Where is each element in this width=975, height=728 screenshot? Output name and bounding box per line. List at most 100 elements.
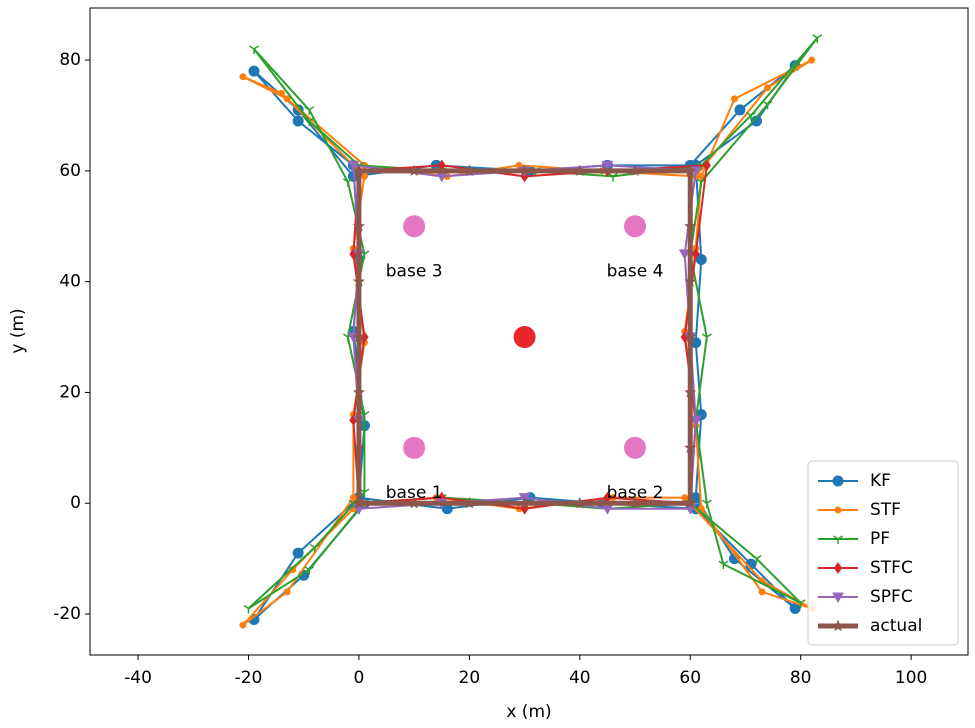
y-tick-label: 60 bbox=[59, 161, 81, 181]
marker bbox=[691, 248, 700, 260]
marker bbox=[352, 386, 365, 398]
marker bbox=[701, 499, 712, 509]
marker bbox=[292, 547, 304, 559]
marker bbox=[684, 330, 697, 343]
y-axis-label: y (m) bbox=[8, 308, 28, 353]
marker bbox=[463, 164, 476, 176]
y-tick-label: 40 bbox=[59, 272, 81, 292]
marker bbox=[795, 599, 806, 608]
marker bbox=[730, 95, 738, 103]
annotation: base 2 bbox=[607, 483, 664, 503]
marker bbox=[309, 543, 320, 553]
marker bbox=[352, 219, 365, 232]
marker bbox=[248, 65, 260, 77]
marker bbox=[573, 164, 586, 176]
marker bbox=[684, 164, 697, 176]
marker bbox=[833, 535, 843, 544]
marker bbox=[408, 496, 421, 509]
point bbox=[403, 436, 426, 459]
marker bbox=[608, 172, 618, 182]
marker bbox=[292, 115, 304, 127]
x-tick-label: 60 bbox=[679, 668, 701, 688]
annotation: base 3 bbox=[386, 261, 443, 281]
marker bbox=[239, 73, 247, 81]
marker bbox=[347, 160, 360, 172]
marker bbox=[601, 160, 614, 172]
marker bbox=[832, 475, 844, 487]
legend-label: STFC bbox=[870, 558, 913, 578]
x-tick-label: -40 bbox=[124, 668, 152, 688]
marker bbox=[349, 494, 357, 502]
marker bbox=[831, 619, 845, 632]
marker bbox=[304, 117, 315, 127]
marker bbox=[678, 249, 691, 260]
annotation: base 4 bbox=[607, 261, 664, 281]
marker bbox=[833, 562, 843, 574]
legend: KF STF PF STFC SPFC actual bbox=[807, 460, 959, 646]
y-tick-label: 20 bbox=[59, 382, 81, 402]
marker bbox=[360, 172, 368, 180]
marker bbox=[573, 496, 586, 509]
marker bbox=[352, 330, 365, 343]
marker bbox=[832, 592, 844, 604]
marker bbox=[278, 89, 286, 97]
marker bbox=[701, 333, 712, 343]
y-tick-label: 80 bbox=[59, 50, 81, 70]
marker bbox=[352, 441, 365, 453]
legend-label: STF bbox=[870, 500, 901, 520]
y-tick-label: 0 bbox=[70, 493, 81, 513]
legend-label: actual bbox=[870, 616, 922, 636]
marker bbox=[808, 56, 816, 64]
marker bbox=[283, 588, 291, 596]
marker bbox=[518, 496, 531, 509]
marker bbox=[734, 104, 746, 116]
marker bbox=[684, 275, 697, 287]
marker bbox=[684, 441, 697, 453]
marker bbox=[408, 164, 421, 176]
legend-label: KF bbox=[870, 471, 891, 491]
annotation: base 1 bbox=[386, 483, 443, 503]
marker bbox=[764, 84, 772, 92]
point bbox=[513, 326, 536, 349]
marker bbox=[342, 178, 353, 187]
marker bbox=[304, 566, 315, 575]
plot-frame bbox=[89, 7, 969, 656]
marker bbox=[352, 496, 365, 509]
point bbox=[624, 215, 647, 238]
marker bbox=[702, 159, 711, 172]
marker bbox=[463, 496, 476, 509]
marker bbox=[283, 95, 291, 103]
y-tick-label: -20 bbox=[53, 604, 81, 624]
marker bbox=[812, 34, 823, 43]
x-tick-label: -20 bbox=[235, 668, 263, 688]
marker bbox=[628, 496, 642, 509]
x-tick-label: 20 bbox=[459, 668, 481, 688]
marker bbox=[249, 45, 259, 54]
legend-label: PF bbox=[870, 529, 890, 549]
marker bbox=[628, 164, 642, 176]
marker bbox=[695, 253, 707, 265]
point bbox=[624, 436, 647, 459]
series-line bbox=[247, 36, 819, 610]
marker bbox=[762, 100, 773, 110]
marker bbox=[239, 621, 247, 629]
x-tick-label: 100 bbox=[895, 668, 927, 688]
marker bbox=[352, 275, 365, 287]
point bbox=[403, 215, 426, 238]
x-tick-label: 0 bbox=[354, 668, 365, 688]
x-axis-label: x (m) bbox=[506, 702, 551, 722]
marker bbox=[243, 604, 254, 614]
marker bbox=[681, 494, 689, 502]
marker bbox=[746, 111, 756, 121]
marker bbox=[834, 506, 842, 514]
marker bbox=[758, 588, 766, 596]
marker bbox=[684, 496, 697, 509]
marker bbox=[518, 164, 531, 176]
marker bbox=[689, 415, 702, 427]
marker bbox=[684, 219, 697, 232]
marker bbox=[751, 554, 762, 564]
legend-box bbox=[807, 460, 959, 646]
legend-label: SPFC bbox=[870, 587, 913, 607]
marker bbox=[352, 164, 365, 176]
